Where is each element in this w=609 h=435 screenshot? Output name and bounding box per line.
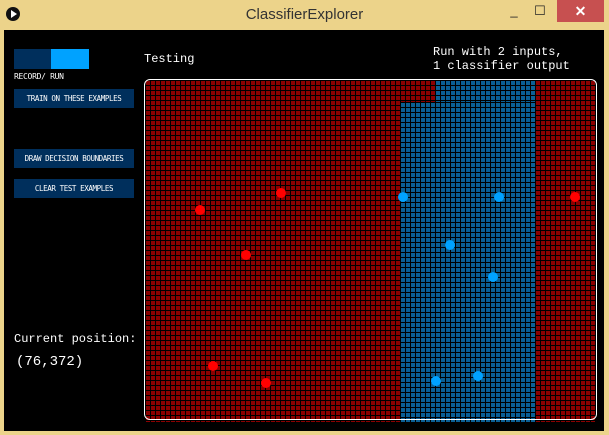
current-position-label: Current position: — [14, 332, 137, 346]
maximize-button[interactable]: ☐ — [534, 3, 546, 18]
class-2-region — [400, 102, 536, 422]
close-button[interactable]: ✕ — [557, 0, 604, 22]
window-title: ClassifierExplorer — [245, 6, 364, 23]
record-toggle[interactable] — [14, 49, 51, 69]
train-button[interactable]: TRAIN ON THESE EXAMPLES — [14, 89, 134, 108]
class-2-region — [435, 80, 536, 102]
class-2-point[interactable] — [488, 272, 498, 282]
class-2-point[interactable] — [494, 192, 504, 202]
draw-boundaries-button[interactable]: DRAW DECISION BOUNDARIES — [14, 149, 134, 168]
app-icon[interactable] — [6, 7, 20, 21]
mode-label: Testing — [144, 52, 195, 66]
class-1-point[interactable] — [276, 188, 286, 198]
current-position-value: (76,372) — [16, 354, 84, 370]
title-bar: ClassifierExplorer _ ☐ ✕ — [0, 0, 609, 30]
class-2-point[interactable] — [431, 376, 441, 386]
class-2-point[interactable] — [445, 240, 455, 250]
decision-plot[interactable] — [145, 80, 596, 422]
record-run-label: RECORD/ RUN — [14, 72, 64, 81]
clear-test-button[interactable]: CLEAR TEST EXAMPLES — [14, 179, 134, 198]
class-1-point[interactable] — [241, 250, 251, 260]
run-info: Run with 2 inputs, 1 classifier output — [433, 45, 570, 73]
class-1-point[interactable] — [208, 361, 218, 371]
minimize-button[interactable]: _ — [510, 3, 518, 18]
class-1-point[interactable] — [261, 378, 271, 388]
class-1-point[interactable] — [570, 192, 580, 202]
run-toggle[interactable] — [51, 49, 89, 69]
class-2-point[interactable] — [473, 371, 483, 381]
app-canvas: RECORD/ RUN TRAIN ON THESE EXAMPLES DRAW… — [4, 30, 604, 431]
class-2-point[interactable] — [398, 192, 408, 202]
class-1-point[interactable] — [195, 205, 205, 215]
